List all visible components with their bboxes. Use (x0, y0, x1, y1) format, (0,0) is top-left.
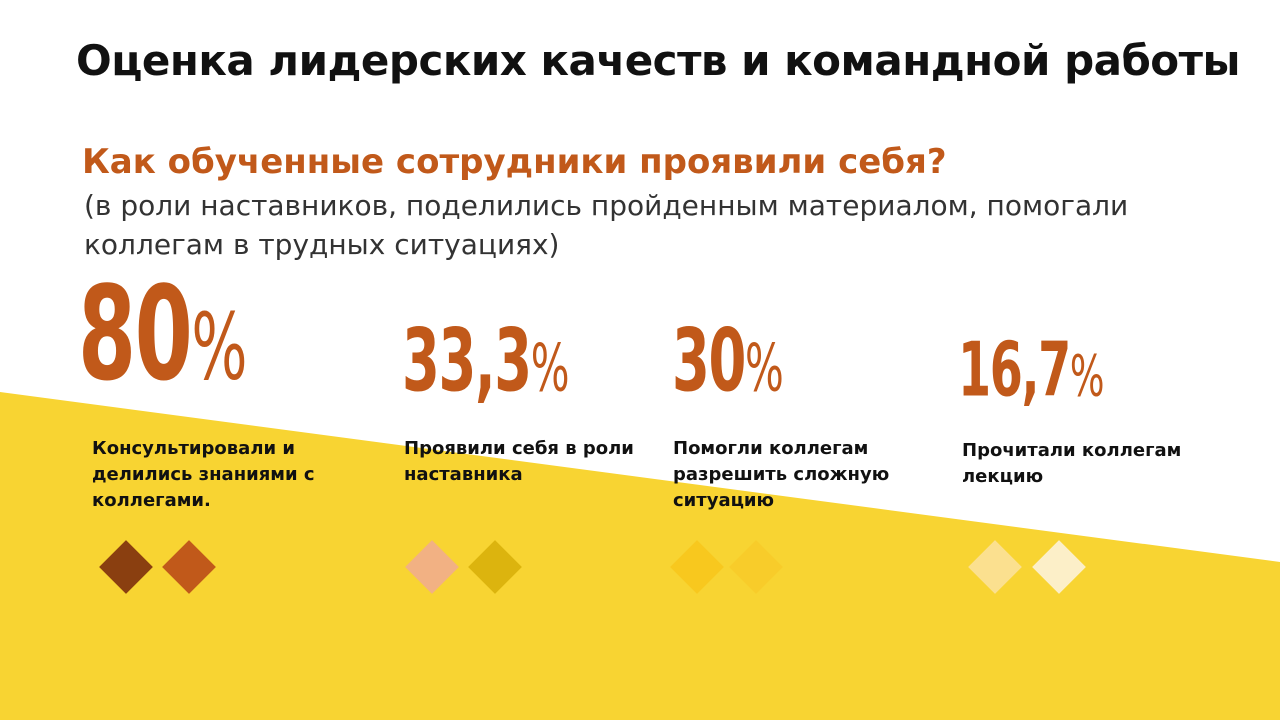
stat-label: Проявили себя в роли наставника (404, 438, 634, 485)
stat-value: 33,3% (402, 310, 570, 411)
section-question: Как обученные сотрудники проявили себя? (82, 142, 947, 182)
stat-helped: 30% (672, 317, 836, 403)
stat-lecture: 16,7% (958, 333, 1167, 408)
stat-value: 80% (78, 258, 248, 410)
stat-value: 16,7% (958, 327, 1105, 415)
stat-label: Прочитали коллегам лекцию (962, 440, 1182, 487)
stat-mentor: 33,3% (402, 317, 648, 403)
stat-value: 30% (672, 310, 784, 411)
section-subtitle: (в роли наставников, поделились пройденн… (84, 189, 1129, 261)
stat-label: Консультировали и делились знаниями с ко… (92, 438, 315, 511)
stat-label: Помогли коллегам разрешить сложную ситуа… (673, 438, 890, 511)
stat-consulted: 80% (78, 269, 313, 399)
page-title: Оценка лидерских качеств и командной раб… (76, 36, 1240, 85)
